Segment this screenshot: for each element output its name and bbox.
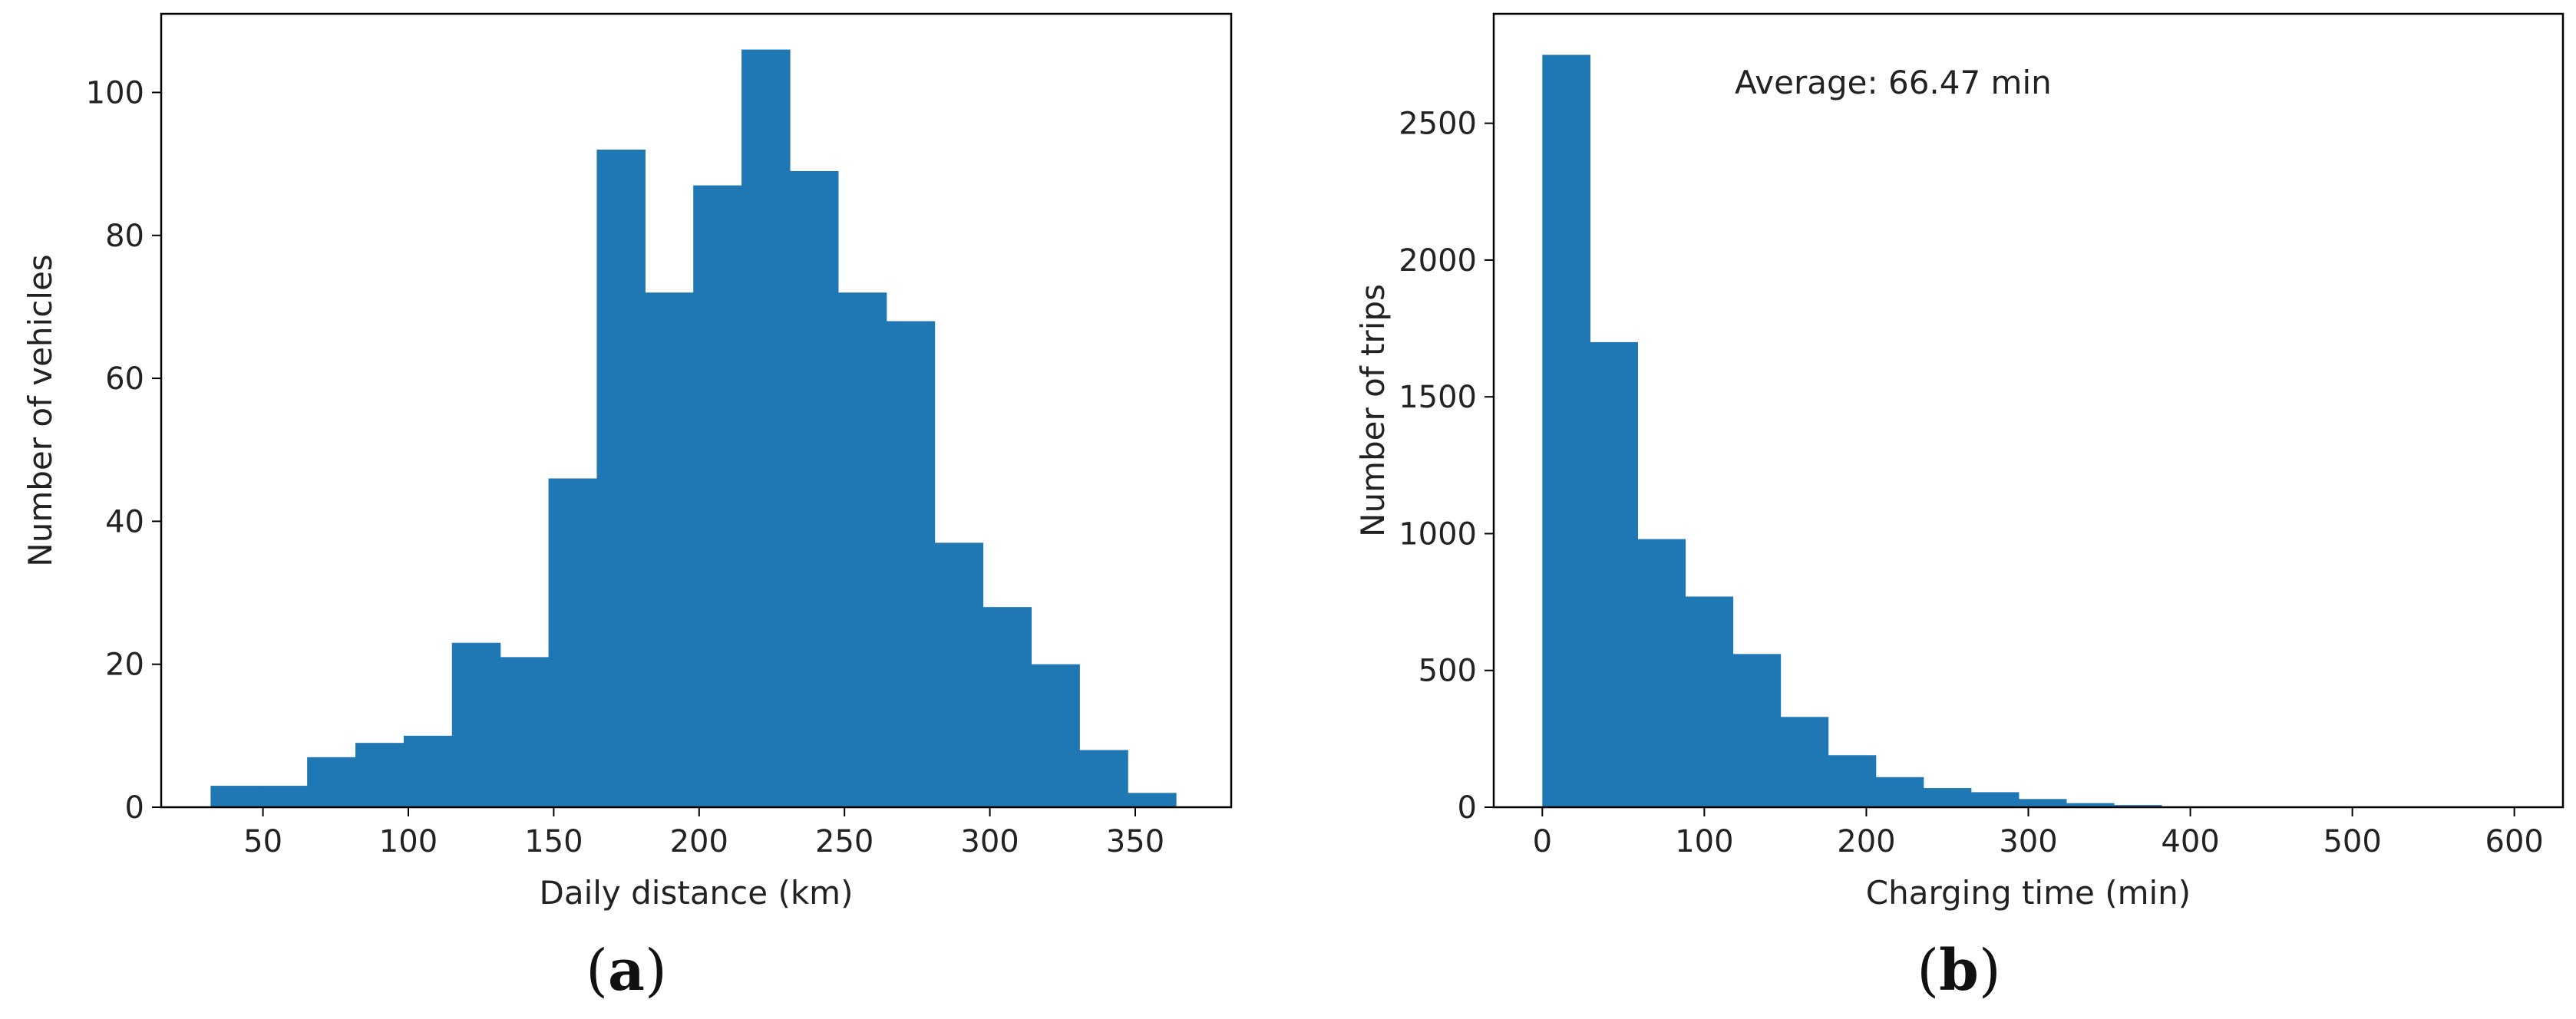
x-tick-label-b-1: 100 xyxy=(1675,824,1733,859)
y-tick-label-a-3: 60 xyxy=(105,361,144,397)
panel-label-a: (a) xyxy=(586,938,667,1004)
x-tick-label-a-2: 150 xyxy=(524,824,583,859)
panel-a-histogram: 50 100 150 200 250 300 350 0 20 40 60 80 100 Daily … xyxy=(21,12,1233,1004)
bar-a-3 xyxy=(355,743,405,807)
y-tick-label-b-3: 1500 xyxy=(1399,380,1477,415)
x-tick-label-b-4: 400 xyxy=(2161,824,2219,859)
bar-a-15 xyxy=(934,542,984,807)
bar-a-14 xyxy=(886,321,936,807)
y-tick-label-b-2: 1000 xyxy=(1399,516,1477,552)
x-tick-label-a-3: 200 xyxy=(670,824,728,859)
bar-b-6 xyxy=(1828,755,1877,807)
panel-letter-b: b xyxy=(1939,938,1979,1004)
bar-b-4 xyxy=(1732,654,1782,807)
y-tick-label-b-4: 2000 xyxy=(1399,243,1477,279)
panel-label-b: (b) xyxy=(1917,938,2001,1004)
x-tick-label-a-6: 350 xyxy=(1106,824,1164,859)
y-tick-label-b-1: 500 xyxy=(1418,654,1477,689)
bar-b-7 xyxy=(1875,777,1924,807)
axes-frame-a xyxy=(160,12,1233,809)
y-tick-label-a-5: 100 xyxy=(86,75,144,110)
x-axis-label-a: Daily distance (km) xyxy=(540,874,854,912)
bar-b-11 xyxy=(2066,803,2115,807)
bar-a-2 xyxy=(307,757,356,807)
x-tick-label-b-6: 600 xyxy=(2485,824,2544,859)
bars-b xyxy=(1542,54,2495,807)
x-tick-label-a-5: 300 xyxy=(960,824,1019,859)
panel-b-histogram: 0 100 200 300 400 500 600 0 500 1000 1500 2000 2500… xyxy=(1354,12,2564,1004)
x-ticks-b: 0 100 200 300 400 500 600 xyxy=(1533,807,2544,859)
x-tick-label-b-2: 200 xyxy=(1837,824,1895,859)
bar-b-12 xyxy=(2113,805,2162,807)
bar-a-0 xyxy=(210,786,259,807)
bar-a-6 xyxy=(500,657,550,807)
x-ticks-a: 50 100 150 200 250 300 350 xyxy=(243,807,1164,859)
x-tick-label-a-0: 50 xyxy=(243,824,282,859)
y-axis-label-a: Number of vehicles xyxy=(21,254,59,566)
y-tick-label-a-1: 20 xyxy=(105,648,144,683)
bar-a-18 xyxy=(1079,750,1128,807)
average-annotation: Average: 66.47 min xyxy=(1735,64,2052,101)
y-tick-label-b-5: 2500 xyxy=(1399,107,1477,142)
bar-a-10 xyxy=(693,185,742,807)
bar-b-0 xyxy=(1542,54,1590,807)
x-tick-label-b-5: 500 xyxy=(2323,824,2381,859)
bar-a-7 xyxy=(548,478,598,807)
bar-a-11 xyxy=(741,49,791,807)
y-axis-label-b: Number of trips xyxy=(1354,284,1392,537)
bar-a-5 xyxy=(451,642,501,807)
bar-a-1 xyxy=(259,786,308,807)
bar-b-1 xyxy=(1590,341,1639,807)
y-ticks-a: 0 20 40 60 80 100 xyxy=(86,75,161,826)
bar-a-4 xyxy=(403,735,453,807)
bar-b-10 xyxy=(2018,799,2067,807)
x-tick-label-b-0: 0 xyxy=(1533,824,1552,859)
y-tick-label-a-4: 80 xyxy=(105,219,144,254)
bar-b-5 xyxy=(1780,717,1829,807)
bar-a-16 xyxy=(983,607,1032,807)
x-tick-label-b-3: 300 xyxy=(1999,824,2057,859)
x-tick-label-a-1: 100 xyxy=(379,824,438,859)
y-tick-label-b-0: 0 xyxy=(1458,790,1477,826)
panel-letter-a: a xyxy=(608,938,645,1004)
bar-a-9 xyxy=(645,292,694,807)
bar-a-12 xyxy=(789,170,839,807)
bar-b-8 xyxy=(1923,788,1972,807)
x-tick-label-a-4: 250 xyxy=(815,824,874,859)
bars-a xyxy=(210,49,1177,808)
bar-a-19 xyxy=(1128,793,1177,807)
bar-b-9 xyxy=(1970,792,2020,807)
bar-a-13 xyxy=(837,292,887,807)
bar-a-17 xyxy=(1031,664,1080,807)
y-tick-label-a-0: 0 xyxy=(125,790,144,826)
bar-b-2 xyxy=(1637,539,1686,807)
bar-b-3 xyxy=(1685,596,1734,807)
x-axis-label-b: Charging time (min) xyxy=(1866,874,2191,912)
y-ticks-b: 0 500 1000 1500 2000 2500 xyxy=(1399,107,1494,826)
y-tick-label-a-2: 40 xyxy=(105,504,144,539)
bar-a-8 xyxy=(596,149,646,808)
